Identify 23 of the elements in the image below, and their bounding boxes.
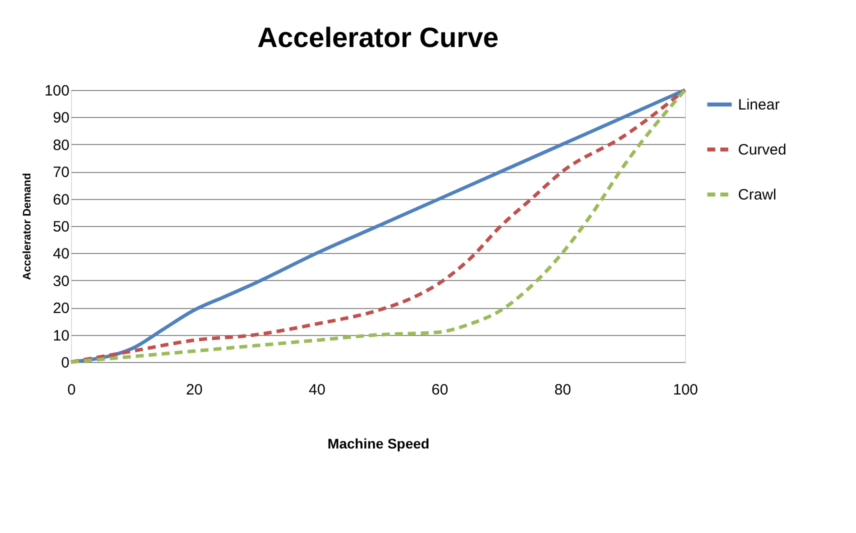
y-tick-label: 60 (52, 191, 70, 208)
line-series (69, 88, 687, 364)
x-axis-title: Machine Speed (328, 436, 430, 452)
chart-title: Accelerator Curve (257, 22, 499, 53)
y-tick-label: 10 (52, 327, 70, 344)
legend-label: Linear (738, 96, 780, 114)
y-tick-label: 30 (52, 272, 70, 290)
y-tick-label: 70 (52, 164, 70, 182)
x-tick-label: 80 (554, 382, 572, 398)
x-tick-label: 40 (308, 382, 326, 398)
y-tick-label: 20 (52, 300, 70, 318)
y-tick-label: 0 (61, 354, 70, 372)
y-tick-label: 90 (52, 110, 70, 127)
y-tick-label: 40 (52, 246, 70, 263)
y-tick-label: 80 (52, 136, 70, 154)
y-tick-label: 50 (52, 218, 70, 236)
x-tick-label: 100 (672, 382, 698, 398)
legend-label: Curved (738, 142, 786, 158)
x-tick-label: 20 (186, 382, 203, 398)
x-tick-label: 60 (432, 382, 448, 398)
legend-label: Crawl (738, 186, 776, 204)
y-axis-title: Accelerator Demand (21, 173, 34, 280)
y-tick-label: 100 (44, 82, 70, 100)
